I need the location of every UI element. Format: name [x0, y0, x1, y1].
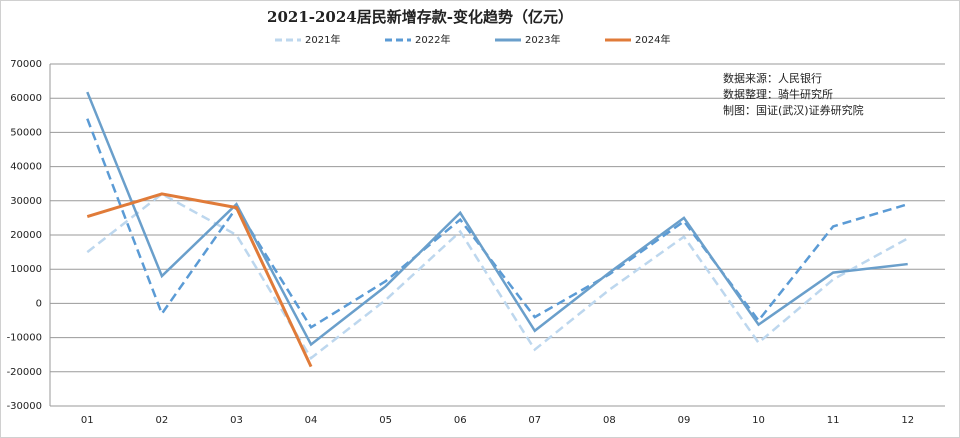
annotation: 制图：国证(武汉)证券研究院	[723, 103, 864, 117]
x-tick-label: 07	[528, 415, 541, 426]
y-tick-label: 60000	[10, 93, 42, 104]
legend-label: 2023年	[525, 33, 560, 46]
x-tick-label: 09	[678, 415, 691, 426]
x-tick-label: 05	[379, 415, 392, 426]
x-tick-label: 08	[603, 415, 616, 426]
legend-label: 2022年	[415, 33, 450, 46]
series-line	[86, 118, 909, 330]
y-tick-label: 50000	[10, 127, 42, 138]
y-tick-label: 40000	[10, 162, 42, 173]
y-tick-label: 30000	[10, 196, 42, 207]
x-tick-label: 11	[827, 415, 840, 426]
x-tick-label: 02	[156, 415, 169, 426]
x-tick-label: 01	[81, 415, 94, 426]
annotation: 数据整理：骑牛研究所	[723, 87, 833, 101]
x-tick-label: 10	[752, 415, 765, 426]
y-tick-label: -20000	[7, 367, 42, 378]
y-tick-label: 70000	[10, 59, 42, 70]
legend-label: 2024年	[635, 33, 670, 46]
y-tick-label: -30000	[7, 401, 42, 412]
annotation: 数据来源：人民银行	[723, 71, 822, 85]
series-line	[86, 192, 909, 360]
y-tick-label: -10000	[7, 333, 42, 344]
series-line	[86, 91, 908, 347]
x-tick-label: 03	[230, 415, 243, 426]
legend-label: 2021年	[305, 33, 340, 46]
y-tick-label: 0	[36, 298, 42, 309]
y-tick-label: 20000	[10, 230, 42, 241]
x-tick-label: 12	[901, 415, 914, 426]
y-tick-label: 10000	[10, 264, 42, 275]
chart-title: 2021-2024居民新增存款-变化趋势（亿元）	[267, 8, 573, 26]
series-line	[86, 192, 313, 368]
x-tick-label: 04	[305, 415, 318, 426]
x-tick-label: 06	[454, 415, 467, 426]
